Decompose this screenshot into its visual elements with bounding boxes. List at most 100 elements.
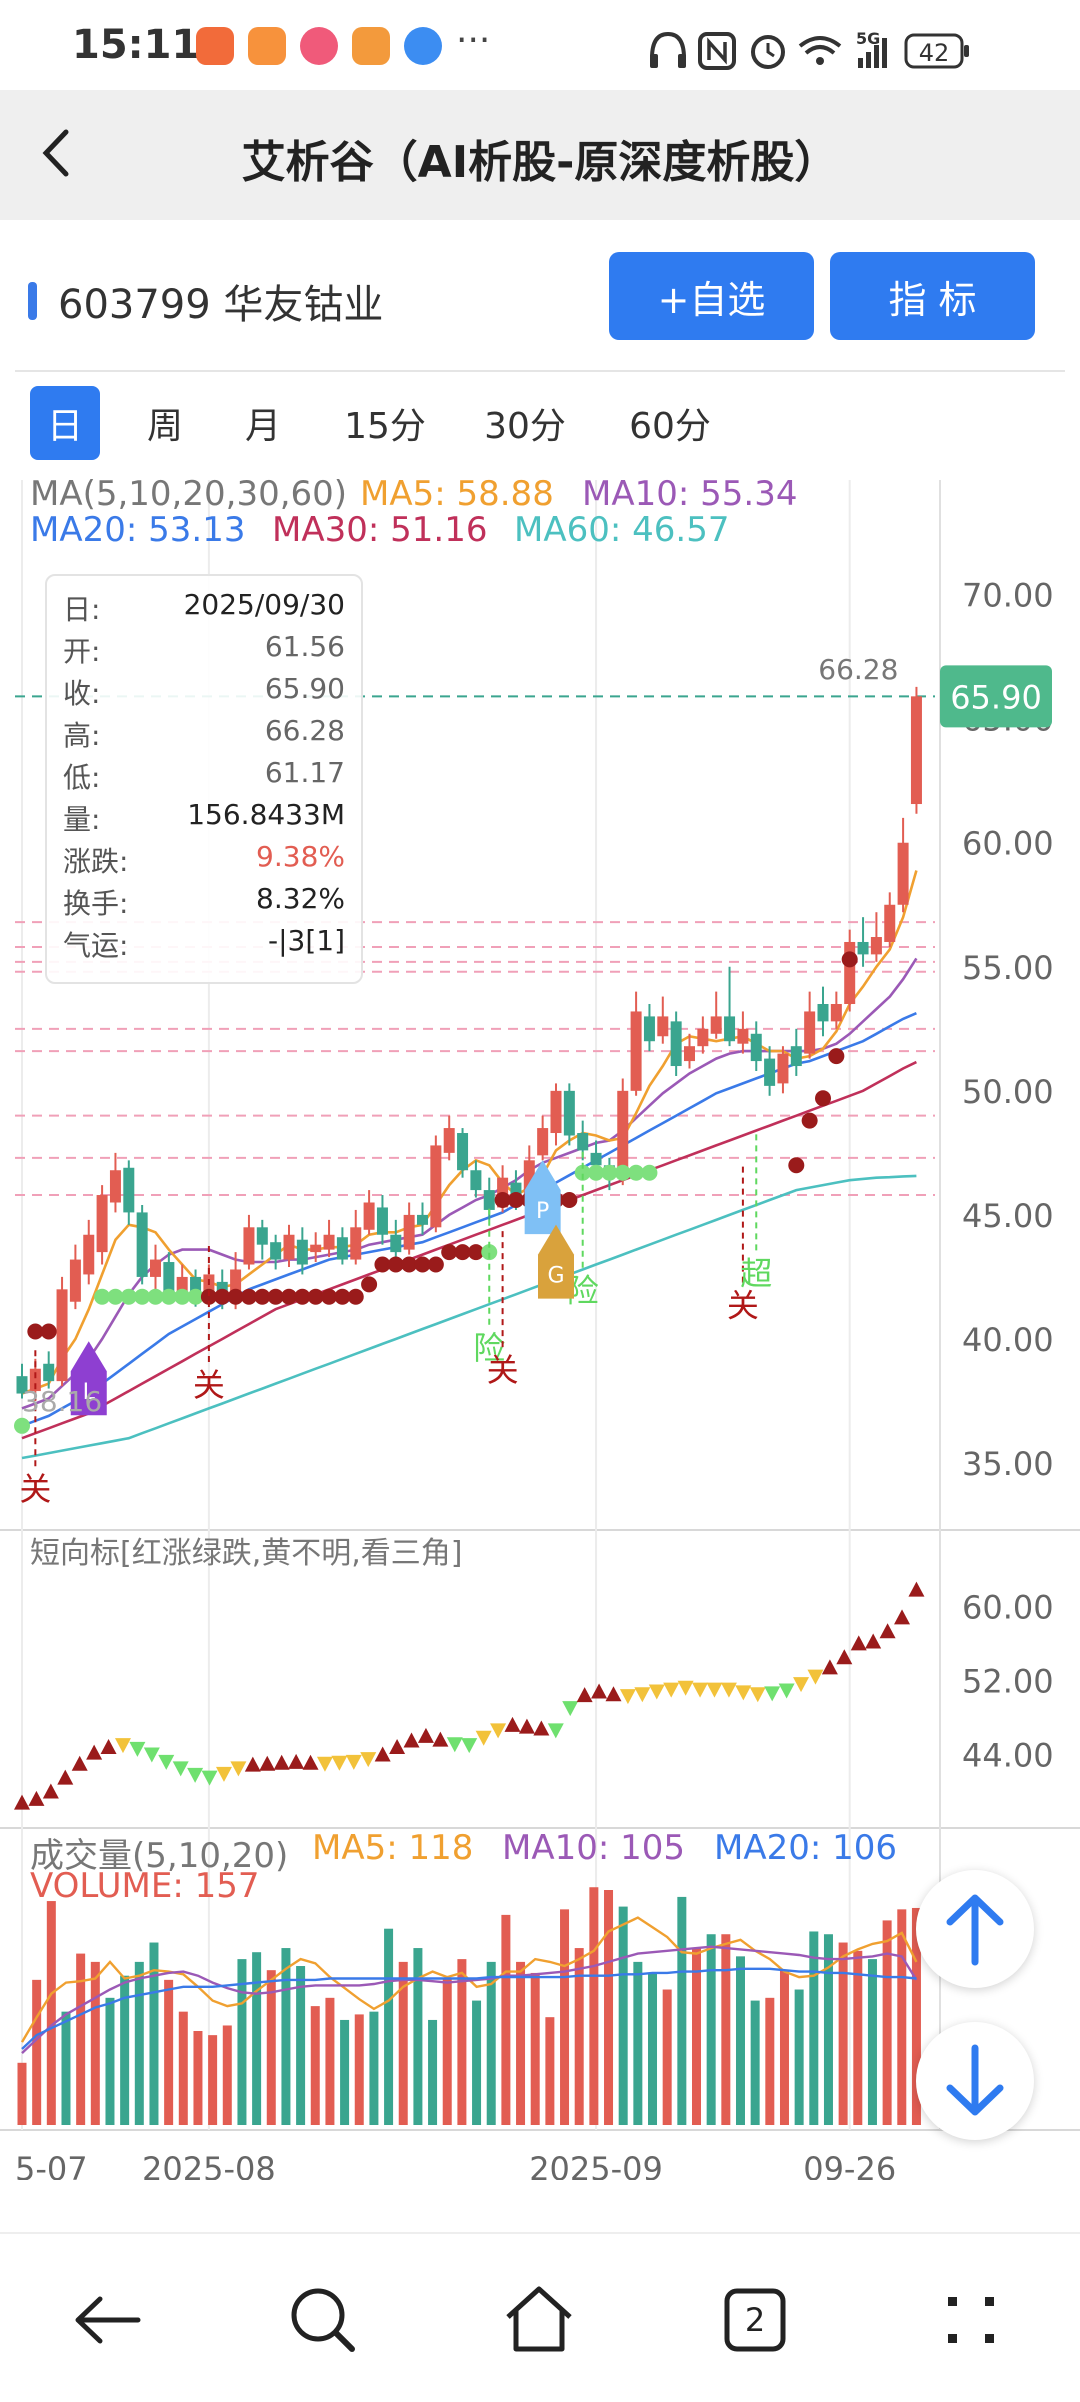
signal-dot bbox=[574, 1164, 591, 1181]
volume-bar bbox=[706, 1934, 716, 2125]
signal-dot bbox=[14, 1417, 30, 1434]
volume-bar bbox=[867, 1959, 877, 2125]
signal-marker-label: 关 bbox=[193, 1366, 225, 1404]
direction-triangle bbox=[374, 1746, 391, 1762]
signal-dot bbox=[494, 1192, 511, 1209]
volume-bar bbox=[105, 1997, 115, 2125]
info-row-high: 高: 66.28 bbox=[63, 714, 345, 752]
tab-month[interactable]: 月 bbox=[244, 406, 281, 447]
candle bbox=[577, 1133, 589, 1151]
direction-triangle bbox=[259, 1755, 276, 1771]
candle bbox=[523, 1160, 535, 1201]
indicator-button[interactable]: 指 标 bbox=[830, 252, 1035, 340]
tab-day[interactable]: 日 bbox=[30, 386, 100, 460]
direction-triangle bbox=[735, 1685, 752, 1701]
direction-triangle bbox=[345, 1754, 362, 1770]
candle bbox=[910, 696, 922, 805]
direction-triangle bbox=[677, 1680, 694, 1696]
signal-dot bbox=[281, 1288, 297, 1305]
nav-back-button[interactable] bbox=[62, 2275, 152, 2365]
volume-bar bbox=[120, 1975, 130, 2125]
volume-bar bbox=[296, 1966, 306, 2125]
volume-ma20-line bbox=[21, 1967, 917, 2050]
date-axis-label: 2025-08 bbox=[142, 2150, 276, 2180]
nav-menu-button[interactable] bbox=[926, 2275, 1016, 2365]
volume-bar bbox=[193, 2031, 203, 2125]
nav-tabs-button[interactable]: 2 bbox=[710, 2275, 800, 2365]
price-tick-label: 70.00 bbox=[962, 577, 1054, 615]
stock-chart[interactable]: 70.0065.0060.0055.0050.0045.0040.0035.00… bbox=[0, 460, 1080, 2180]
signal-dot bbox=[481, 1244, 498, 1261]
direction-triangle bbox=[720, 1682, 737, 1698]
direction-triangle bbox=[100, 1739, 117, 1755]
signal-dot bbox=[120, 1288, 137, 1305]
candle bbox=[29, 1368, 41, 1392]
candle bbox=[857, 941, 869, 955]
short-tick-label: 52.00 bbox=[962, 1662, 1054, 1700]
signal-icon bbox=[858, 38, 887, 68]
direction-triangle bbox=[201, 1770, 218, 1786]
nfc-icon bbox=[698, 32, 736, 70]
tab-week[interactable]: 周 bbox=[146, 406, 183, 447]
direction-triangle bbox=[836, 1649, 853, 1665]
signal-dot bbox=[40, 1323, 57, 1340]
nav-search-button[interactable] bbox=[278, 2275, 368, 2365]
direction-triangle bbox=[908, 1581, 925, 1597]
volume-bar bbox=[413, 1948, 423, 2125]
signal-dot bbox=[187, 1288, 204, 1305]
tab-30min[interactable]: 30分 bbox=[484, 406, 566, 447]
candle bbox=[390, 1234, 402, 1253]
direction-triangle bbox=[360, 1752, 377, 1768]
tab-60min[interactable]: 60分 bbox=[629, 406, 711, 447]
signal-marker-label: 关 bbox=[727, 1287, 759, 1325]
info-row-date: 日: 2025/09/30 bbox=[63, 588, 345, 626]
candle bbox=[617, 1090, 629, 1178]
scroll-down-button[interactable] bbox=[916, 2022, 1034, 2140]
signal-dot bbox=[134, 1288, 151, 1305]
more-notifications-icon: ··· bbox=[456, 20, 491, 61]
signal-dot bbox=[641, 1164, 658, 1181]
direction-triangle bbox=[432, 1731, 449, 1747]
info-row-volume: 量: 156.8433M bbox=[63, 798, 345, 836]
nav-home-button[interactable] bbox=[494, 2275, 584, 2365]
volume-bar bbox=[911, 1907, 921, 2125]
direction-triangle bbox=[793, 1677, 810, 1693]
candle bbox=[136, 1212, 148, 1277]
direction-triangle bbox=[894, 1609, 911, 1625]
volume-bar bbox=[589, 1887, 599, 2125]
volume-bar bbox=[838, 1942, 848, 2125]
video-app-icon bbox=[352, 27, 390, 65]
tab-15min[interactable]: 15分 bbox=[344, 406, 426, 447]
candle bbox=[283, 1234, 295, 1260]
candle bbox=[109, 1170, 121, 1203]
candle bbox=[69, 1259, 81, 1302]
signal-dot bbox=[414, 1256, 431, 1273]
direction-triangle bbox=[28, 1790, 45, 1806]
short-tick-label: 44.00 bbox=[962, 1736, 1054, 1774]
candle bbox=[176, 1276, 188, 1292]
signal-dot bbox=[601, 1164, 618, 1181]
direction-triangle bbox=[504, 1716, 521, 1732]
direction-triangle bbox=[547, 1723, 564, 1739]
back-button[interactable] bbox=[30, 118, 90, 188]
home-icon bbox=[506, 2286, 572, 2352]
candle bbox=[83, 1234, 95, 1275]
volume-bar bbox=[897, 1909, 907, 2125]
search-icon bbox=[291, 2288, 355, 2352]
signal-dot bbox=[561, 1192, 578, 1209]
volume-bar bbox=[750, 2000, 760, 2125]
last-close-tag bbox=[940, 665, 1052, 728]
candle bbox=[323, 1234, 335, 1250]
direction-triangle bbox=[475, 1730, 492, 1746]
browser-nav-bar bbox=[0, 2232, 1080, 2402]
direction-triangle bbox=[389, 1739, 406, 1755]
candle bbox=[457, 1133, 469, 1171]
candle bbox=[123, 1167, 135, 1213]
volume-bar bbox=[545, 2017, 555, 2125]
volume-value-legend: VOLUME: 157 bbox=[30, 1866, 260, 1906]
add-watchlist-button[interactable]: +自选 bbox=[609, 252, 814, 340]
candle bbox=[336, 1237, 348, 1260]
info-row-change: 涨跌: 9.38% bbox=[63, 840, 345, 878]
scroll-up-button[interactable] bbox=[916, 1870, 1034, 1988]
volume-bar bbox=[501, 1914, 511, 2125]
